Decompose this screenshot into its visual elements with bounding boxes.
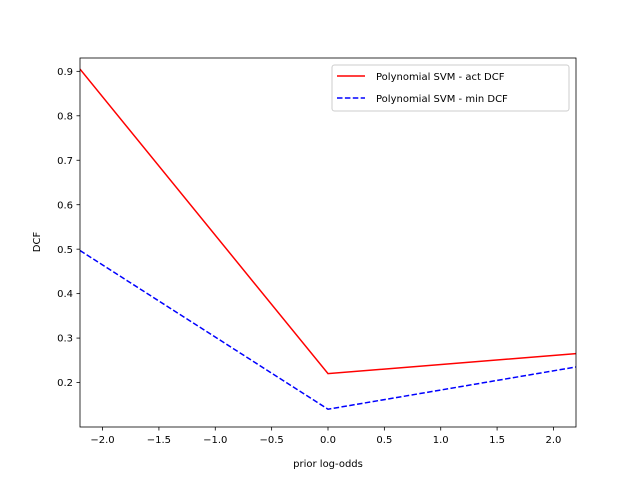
y-tick-label: 0.5 [57,245,73,256]
plot-area: −2.0 −1.5 −1.0 −0.5 0.0 0.5 1.0 1.5 2.0 0.2 0.3 0.4… [57,57,577,446]
legend: Polynomial SVM - act DCF Polynomial SVM -… [331,64,570,112]
y-tick-label: 0.9 [57,67,73,78]
y-axis-label: DCF [32,232,43,253]
legend-box [331,64,570,112]
x-tick-label: 0.0 [320,435,336,446]
y-tick-label: 0.6 [57,200,73,211]
x-tick-label: 2.0 [546,435,562,446]
y-tick-label: 0.3 [57,334,73,345]
x-tick-label: −2.0 [90,435,114,446]
x-tick-label: 1.5 [489,435,505,446]
x-axis-label: prior log-odds [293,459,363,470]
x-tick-label: −1.0 [203,435,227,446]
x-tick-label: −0.5 [259,435,283,446]
y-tick-label: 0.2 [57,378,73,389]
legend-label-1: Polynomial SVM - act DCF [376,72,505,83]
legend-label-2: Polynomial SVM - min DCF [376,94,508,105]
series-line-1 [80,68,576,375]
y-tick-label: 0.8 [57,111,73,122]
x-tick-label: 0.5 [376,435,392,446]
y-tick-label: 0.7 [57,156,73,167]
y-tick-label: 0.4 [57,289,73,300]
x-tick-label: −1.5 [147,435,171,446]
x-tick-label: 1.0 [433,435,449,446]
series-line-2 [80,249,576,411]
